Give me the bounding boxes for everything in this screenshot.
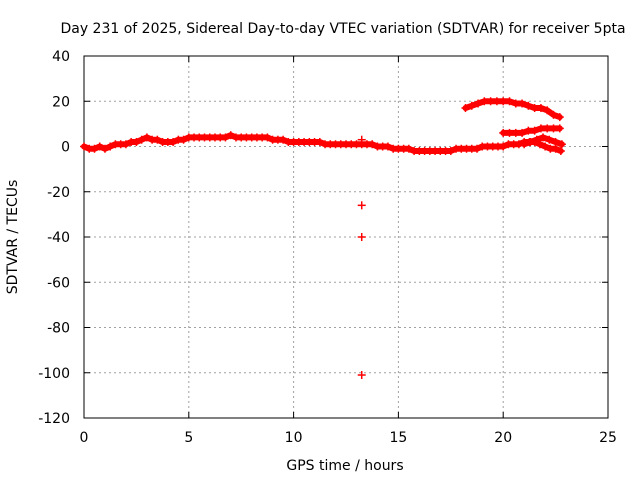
y-tick-label: -40 bbox=[47, 230, 70, 246]
y-axis-label: SDTVAR / TECUs bbox=[5, 180, 21, 295]
series-track-main-track bbox=[81, 132, 564, 154]
data-point bbox=[357, 233, 366, 241]
data-point bbox=[357, 201, 366, 210]
data-point bbox=[368, 140, 377, 149]
data-point bbox=[545, 135, 554, 144]
data-point bbox=[279, 135, 288, 144]
data-point bbox=[142, 133, 151, 142]
x-tick-label: 20 bbox=[494, 430, 512, 446]
y-tick-label: -100 bbox=[38, 366, 70, 382]
grid bbox=[84, 56, 608, 418]
y-tick-label: 0 bbox=[61, 140, 70, 156]
data-point bbox=[106, 142, 115, 151]
x-tick-label: 10 bbox=[285, 430, 303, 446]
data-point bbox=[121, 140, 130, 149]
data-point bbox=[556, 147, 565, 156]
y-tick-label: -80 bbox=[47, 321, 70, 337]
x-axis-label: GPS time / hours bbox=[286, 458, 403, 474]
data-point bbox=[557, 140, 566, 149]
y-tick-label: 20 bbox=[52, 94, 70, 110]
data-point bbox=[543, 106, 552, 115]
data-point bbox=[226, 131, 235, 140]
data-point bbox=[153, 135, 162, 144]
x-tick-label: 5 bbox=[184, 430, 193, 446]
data-point bbox=[536, 104, 545, 113]
data-point bbox=[100, 144, 109, 153]
data-point bbox=[551, 144, 560, 153]
data-point bbox=[555, 113, 564, 122]
data-point bbox=[80, 142, 88, 151]
y-tick-label: -120 bbox=[38, 411, 70, 427]
data-point bbox=[518, 128, 527, 137]
y-tick-label: -20 bbox=[47, 185, 70, 201]
data-point bbox=[539, 133, 548, 142]
y-tick-label: 40 bbox=[52, 49, 70, 65]
data-point bbox=[357, 135, 366, 144]
data-point bbox=[383, 142, 392, 151]
data-point bbox=[263, 133, 272, 142]
y-tick-label: -60 bbox=[47, 275, 70, 291]
data-point bbox=[518, 99, 527, 108]
data-point bbox=[132, 137, 141, 146]
data-point bbox=[530, 126, 539, 135]
data-point bbox=[474, 99, 483, 108]
x-tick-label: 0 bbox=[80, 430, 89, 446]
x-tick-label: 25 bbox=[599, 430, 617, 446]
data-point bbox=[315, 137, 324, 146]
data-point bbox=[505, 97, 514, 106]
data-point bbox=[551, 137, 560, 146]
series-track-upper-arc bbox=[462, 98, 563, 121]
data-points bbox=[80, 97, 566, 380]
data-point bbox=[221, 133, 230, 142]
data-point bbox=[137, 135, 146, 144]
data-point bbox=[467, 101, 476, 110]
data-point bbox=[179, 135, 188, 144]
axis-ticks: 0 5 10 15 20 25 -120 -100 -80 -60 -40 -20 0 20 40 bbox=[38, 49, 617, 446]
data-point bbox=[90, 144, 99, 153]
data-point bbox=[555, 124, 564, 133]
data-point bbox=[446, 147, 455, 156]
data-point bbox=[520, 140, 529, 149]
data-point bbox=[499, 142, 508, 151]
data-point bbox=[169, 137, 178, 146]
data-point bbox=[404, 144, 413, 153]
data-point bbox=[95, 142, 104, 151]
data-point bbox=[526, 137, 535, 146]
x-tick-label: 15 bbox=[389, 430, 407, 446]
data-point bbox=[532, 135, 541, 144]
data-point bbox=[541, 142, 550, 151]
data-point bbox=[461, 104, 470, 113]
data-point bbox=[473, 144, 481, 153]
data-point bbox=[357, 371, 366, 380]
data-point bbox=[524, 101, 533, 110]
data-point bbox=[549, 110, 558, 119]
chart-title: Day 231 of 2025, Sidereal Day-to-day VTE… bbox=[60, 21, 625, 37]
